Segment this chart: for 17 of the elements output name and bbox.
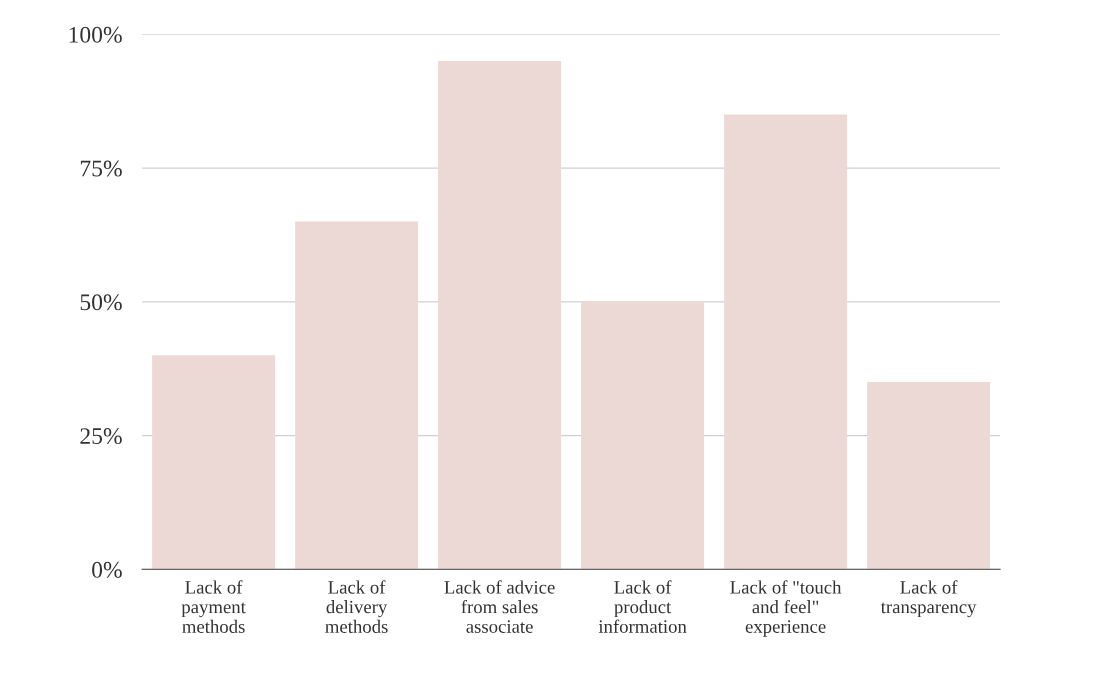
- x-tick-label: Lack of payment methods: [181, 580, 246, 633]
- y-tick-label: 50%: [80, 294, 122, 311]
- x-tick-label: Lack of advice from sales associate: [444, 580, 555, 633]
- y-tick-label: 100%: [69, 26, 122, 43]
- x-tick-label: Lack of delivery methods: [325, 580, 388, 633]
- bar: [581, 301, 705, 570]
- bar: [295, 221, 419, 570]
- x-tick-label: Lack of transparency: [880, 580, 977, 618]
- y-tick-label: 0%: [92, 561, 122, 578]
- bar: [724, 114, 848, 570]
- bar: [438, 61, 562, 570]
- bar: [867, 382, 991, 570]
- bar: [152, 355, 276, 570]
- y-tick-label: 25%: [80, 428, 122, 445]
- x-tick-label: Lack of "touch and feel" experience: [730, 580, 842, 637]
- x-tick-label: Lack of product information: [598, 580, 687, 633]
- y-tick-label: 75%: [80, 160, 122, 177]
